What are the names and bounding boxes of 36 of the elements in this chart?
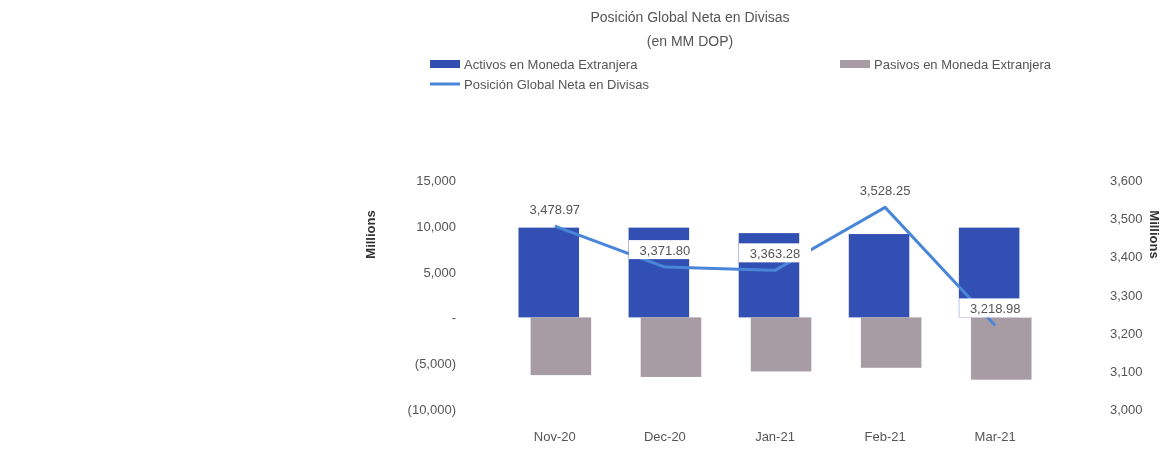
y2-tick-label: 3,400 — [1110, 249, 1143, 265]
y-tick-label: (10,000) — [407, 402, 456, 417]
bar — [530, 317, 592, 376]
legend-label: Pasivos en Moneda Extranjera — [874, 57, 1052, 72]
bar — [518, 227, 580, 318]
bar — [860, 317, 922, 368]
chart-title: Posición Global Neta en Divisas — [590, 9, 790, 25]
bar — [750, 317, 812, 372]
x-tick-label: Jan-21 — [755, 429, 795, 444]
data-label: 3,478.97 — [529, 202, 581, 218]
data-label: 3,371.80 — [639, 243, 691, 259]
y2-tick-label: 3,200 — [1110, 325, 1143, 341]
y-tick-label: (5,000) — [414, 356, 456, 372]
y2-tick-label: 3,300 — [1110, 287, 1143, 303]
x-tick-label: Nov-20 — [533, 429, 576, 444]
y2-tick-label: 3,500 — [1110, 211, 1143, 227]
x-tick-label: Mar-21 — [974, 429, 1016, 444]
data-label: 3,528.25 — [859, 183, 911, 199]
chart-subtitle: (en MM DOP) — [646, 33, 734, 49]
data-label: 3,363.28 — [749, 246, 801, 262]
y2-tick-label: 3,000 — [1110, 402, 1143, 417]
x-tick-label: Dec-20 — [643, 429, 686, 444]
y-tick-label: 15,000 — [416, 173, 456, 188]
y2-axis-title: Millions — [1147, 210, 1162, 259]
y-tick-label: 10,000 — [416, 218, 456, 234]
y-tick-label: 5,000 — [423, 264, 456, 280]
bar — [640, 317, 702, 377]
data-label: 3,218.98 — [969, 301, 1021, 317]
legend-label: Posición Global Neta en Divisas — [464, 77, 650, 92]
y2-tick-label: 3,100 — [1110, 363, 1143, 379]
y-tick-label: - — [451, 310, 456, 326]
legend-label: Activos en Moneda Extranjera — [464, 57, 639, 72]
bar — [848, 234, 910, 318]
y2-tick-label: 3,600 — [1110, 173, 1143, 188]
x-tick-label: Feb-21 — [864, 429, 906, 444]
y-axis-title: Millions — [363, 210, 378, 259]
